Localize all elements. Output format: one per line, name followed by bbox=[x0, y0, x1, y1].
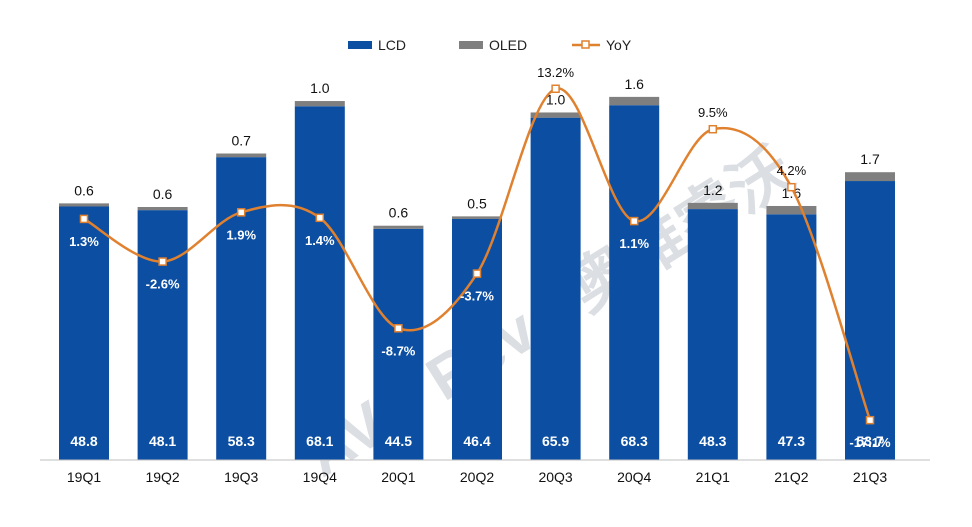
x-tick-label: 20Q3 bbox=[538, 469, 572, 485]
yoy-point bbox=[79, 214, 89, 224]
bar-lcd bbox=[530, 117, 581, 460]
x-axis-ticks: 19Q1 19Q2 19Q3 19Q4 20Q1 20Q2 20Q3 20Q4 21Q1 21Q2… bbox=[67, 469, 887, 485]
data-label-oled: 1.0 bbox=[310, 80, 330, 96]
bar-oled bbox=[452, 216, 502, 219]
bar-lcd bbox=[845, 181, 895, 461]
x-tick-label: 19Q4 bbox=[303, 469, 337, 485]
data-label-lcd: 65.9 bbox=[542, 433, 569, 449]
bar-lcd bbox=[294, 106, 345, 460]
data-label-yoy: 4.2% bbox=[777, 163, 807, 178]
yoy-point bbox=[158, 257, 167, 266]
data-label-lcd: 68.3 bbox=[621, 433, 648, 449]
legend-label-lcd: LCD bbox=[378, 37, 406, 53]
data-label-oled: 1.7 bbox=[860, 151, 880, 167]
yoy-point bbox=[551, 84, 560, 93]
x-tick-label: 20Q2 bbox=[460, 469, 494, 485]
bar-lcd bbox=[687, 209, 738, 460]
bar-oled bbox=[530, 112, 581, 118]
x-tick-label: 21Q3 bbox=[853, 469, 887, 485]
data-label-lcd: 46.4 bbox=[463, 433, 490, 449]
yoy-point bbox=[472, 269, 482, 278]
data-label-yoy: 1.9% bbox=[226, 227, 256, 242]
yoy-line-group: 1.3% -2.6% 1.9% 1.4% -8.7% -3.7% 13.2% 1.1% 9.5%… bbox=[69, 65, 891, 450]
x-tick-label: 19Q2 bbox=[145, 469, 179, 485]
data-label-oled: 0.6 bbox=[74, 182, 94, 198]
data-label-lcd: 53.7 bbox=[856, 433, 883, 449]
x-tick-label: 21Q1 bbox=[696, 469, 730, 485]
bar-oled bbox=[766, 205, 817, 215]
x-tick-label: 20Q4 bbox=[617, 469, 651, 485]
yoy-point bbox=[787, 182, 796, 192]
data-label-lcd: 44.5 bbox=[385, 433, 412, 449]
bar-lcd bbox=[766, 214, 817, 460]
bar-lcd bbox=[609, 105, 660, 461]
legend-marker-yoy bbox=[581, 40, 590, 49]
data-label-yoy: -2.6% bbox=[146, 277, 180, 292]
bar-lcd bbox=[137, 210, 188, 460]
data-label-yoy: -3.7% bbox=[460, 289, 494, 304]
legend-swatch-lcd bbox=[348, 41, 372, 49]
legend-label-oled: OLED bbox=[489, 37, 527, 53]
bar-oled bbox=[687, 202, 738, 210]
data-label-yoy: 1.3% bbox=[69, 234, 99, 249]
data-label-oled: 0.6 bbox=[153, 186, 173, 202]
yoy-point bbox=[865, 415, 875, 425]
x-tick-label: 19Q1 bbox=[67, 469, 101, 485]
data-label-lcd: 48.8 bbox=[70, 433, 97, 449]
data-label-oled: 1.6 bbox=[624, 76, 644, 92]
bars: 48.8 0.6 48.1 0.6 58.3 0.7 68.1 1.0 44.5 0.6 46.4 0… bbox=[59, 76, 895, 461]
legend-swatch-oled bbox=[459, 41, 483, 49]
data-label-lcd: 48.3 bbox=[699, 433, 726, 449]
data-label-oled: 1.0 bbox=[546, 91, 566, 107]
data-label-oled: 0.7 bbox=[231, 133, 251, 149]
data-label-oled: 1.2 bbox=[703, 182, 723, 198]
x-tick-label: 20Q1 bbox=[381, 469, 415, 485]
bar-lcd bbox=[216, 157, 267, 460]
data-label-yoy: 13.2% bbox=[537, 65, 574, 80]
bar-lcd bbox=[59, 206, 109, 460]
yoy-point bbox=[629, 216, 639, 226]
data-label-lcd: 48.1 bbox=[149, 433, 176, 449]
legend: LCD OLED YoY bbox=[348, 37, 632, 53]
bar-oled bbox=[216, 153, 267, 158]
x-tick-label: 21Q2 bbox=[774, 469, 808, 485]
yoy-point bbox=[236, 208, 246, 217]
data-label-oled: 0.6 bbox=[389, 205, 409, 221]
bar-oled bbox=[373, 225, 424, 229]
data-label-yoy: 1.4% bbox=[305, 233, 335, 248]
bar-oled bbox=[59, 203, 109, 207]
data-label-lcd: 47.3 bbox=[778, 433, 805, 449]
yoy-point bbox=[315, 213, 325, 223]
bar-oled bbox=[137, 207, 188, 211]
legend-label-yoy: YoY bbox=[606, 37, 632, 53]
bar-oled bbox=[609, 96, 660, 106]
bar-oled bbox=[845, 172, 895, 182]
data-label-lcd: 58.3 bbox=[228, 433, 255, 449]
data-label-yoy: -8.7% bbox=[381, 343, 415, 358]
data-label-yoy: 9.5% bbox=[698, 105, 728, 120]
data-label-oled: 0.5 bbox=[467, 195, 487, 211]
bar-lcd bbox=[452, 218, 502, 460]
data-label-yoy: 1.1% bbox=[619, 236, 649, 251]
data-label-yoy: -17.1% bbox=[849, 435, 891, 450]
x-tick-label: 19Q3 bbox=[224, 469, 258, 485]
bar-lcd bbox=[373, 228, 424, 460]
yoy-point bbox=[394, 324, 403, 333]
yoy-point bbox=[708, 124, 718, 134]
data-label-lcd: 68.1 bbox=[306, 433, 333, 449]
bar-oled bbox=[294, 101, 345, 107]
